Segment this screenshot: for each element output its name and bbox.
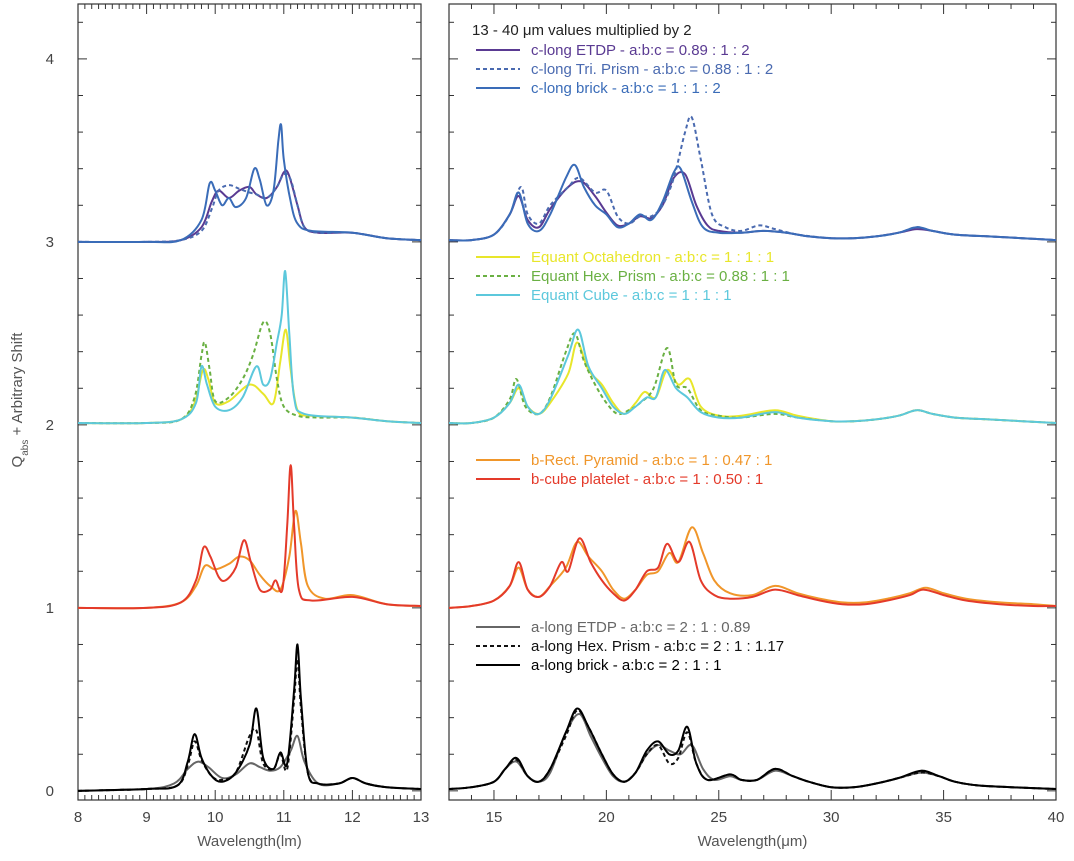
y-axis-label: Qabs + Arbitrary Shift <box>9 332 31 468</box>
x-tick-label: 13 <box>413 809 430 826</box>
x-tick-label: 15 <box>486 809 503 826</box>
y-axis-label-main: Q <box>9 456 26 468</box>
series-line-left-0 <box>77 169 422 244</box>
series-line-right-2 <box>448 163 1057 242</box>
left-frame <box>77 3 422 801</box>
series-line-left-9 <box>77 658 422 792</box>
legend-label: Equant Octahedron - a:b:c = 1 : 1 : 1 <box>531 249 774 266</box>
series-line-left-2 <box>77 123 422 244</box>
legend-label: a-long Hex. Prism - a:b:c = 2 : 1 : 1.17 <box>531 638 784 655</box>
y-tick-label: 1 <box>46 600 54 617</box>
x-axis-label: Wavelength(μm) <box>698 833 808 850</box>
series-line-right-7 <box>448 537 1057 609</box>
x-tick-label: 20 <box>598 809 615 826</box>
legend-label: c-long ETDP - a:b:c = 0.89 : 1 : 2 <box>531 42 750 59</box>
x-tick-label: 12 <box>344 809 361 826</box>
series-line-left-7 <box>77 464 422 610</box>
legend-label: c-long Tri. Prism - a:b:c = 0.88 : 1 : 2 <box>531 61 773 78</box>
series-line-right-8 <box>448 713 1057 790</box>
x-tick-label: 30 <box>823 809 840 826</box>
series-line-right-3 <box>448 341 1057 425</box>
series-line-left-6 <box>77 509 422 610</box>
right-panel: 15 20 25 30 35 40 Wavelength(μm) <box>448 3 1065 850</box>
annotation-text: 13 - 40 μm values multiplied by 2 <box>472 22 692 39</box>
series-line-right-1 <box>448 115 1057 242</box>
series-line-right-5 <box>448 328 1057 425</box>
x-tick-label: 8 <box>74 809 82 826</box>
legend-label: b-cube platelet - a:b:c = 1 : 0.50 : 1 <box>531 471 763 488</box>
y-tick-label: 0 <box>46 783 54 800</box>
y-axis-label-sub: abs <box>20 440 31 456</box>
y-tick-label: 2 <box>46 417 54 434</box>
legend-label: a-long brick - a:b:c = 2 : 1 : 1 <box>531 657 722 674</box>
series-line-right-4 <box>448 332 1057 425</box>
series-line-left-3 <box>77 328 422 425</box>
x-tick-label: 10 <box>207 809 224 826</box>
series-line-left-1 <box>77 172 422 244</box>
x-axis-label: Wavelength(lm) <box>197 833 301 850</box>
right-frame <box>448 3 1057 801</box>
legend-label: Equant Hex. Prism - a:b:c = 0.88 : 1 : 1 <box>531 268 790 285</box>
legend-label: b-Rect. Pyramid - a:b:c = 1 : 0.47 : 1 <box>531 452 772 469</box>
x-tick-label: 25 <box>710 809 727 826</box>
legend-label: Equant Cube - a:b:c = 1 : 1 : 1 <box>531 287 732 304</box>
series-line-right-9 <box>448 709 1057 790</box>
y-tick-label: 3 <box>46 234 54 251</box>
x-tick-label: 35 <box>935 809 952 826</box>
x-tick-label: 11 <box>276 809 292 826</box>
legend: c-long ETDP - a:b:c = 0.89 : 1 : 2 c-long… <box>476 42 790 674</box>
series-line-left-10 <box>77 643 422 792</box>
x-tick-label: 40 <box>1048 809 1065 826</box>
x-tick-label: 9 <box>142 809 150 826</box>
series-line-left-4 <box>77 320 422 425</box>
series-line-left-5 <box>77 270 422 425</box>
legend-label: c-long brick - a:b:c = 1 : 1 : 2 <box>531 80 721 97</box>
series-line-right-10 <box>448 707 1057 790</box>
y-tick-label: 4 <box>46 51 54 68</box>
legend-label: a-long ETDP - a:b:c = 2 : 1 : 0.89 <box>531 619 750 636</box>
y-axis-label-rest: + Arbitrary Shift <box>9 332 26 440</box>
